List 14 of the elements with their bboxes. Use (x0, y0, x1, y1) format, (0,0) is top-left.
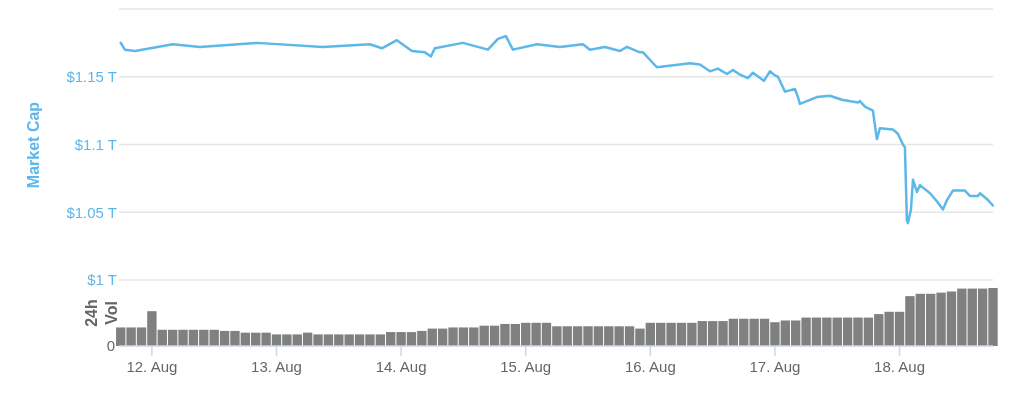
x-tick-label: 17. Aug (749, 358, 801, 375)
y-tick-label: $1.1 T (74, 135, 117, 153)
y-tick-label: $1 T (87, 271, 117, 289)
y-axis-title: 24h Vol (83, 299, 120, 327)
y-axis-title: Market Cap (25, 101, 42, 189)
y-tick-label: $1.15 T (66, 68, 117, 85)
y-tick-label: $1.05 T (66, 203, 117, 221)
x-tick-label: 13. Aug (251, 358, 302, 375)
x-tick-label: 15. Aug (500, 358, 552, 375)
x-tick-label: 14. Aug (375, 358, 427, 375)
x-tick-label: 16. Aug (624, 358, 676, 375)
x-tick-label: 18. Aug (874, 358, 925, 375)
text: 0 (106, 337, 115, 354)
x-tick-label: 12. Aug (126, 358, 178, 375)
